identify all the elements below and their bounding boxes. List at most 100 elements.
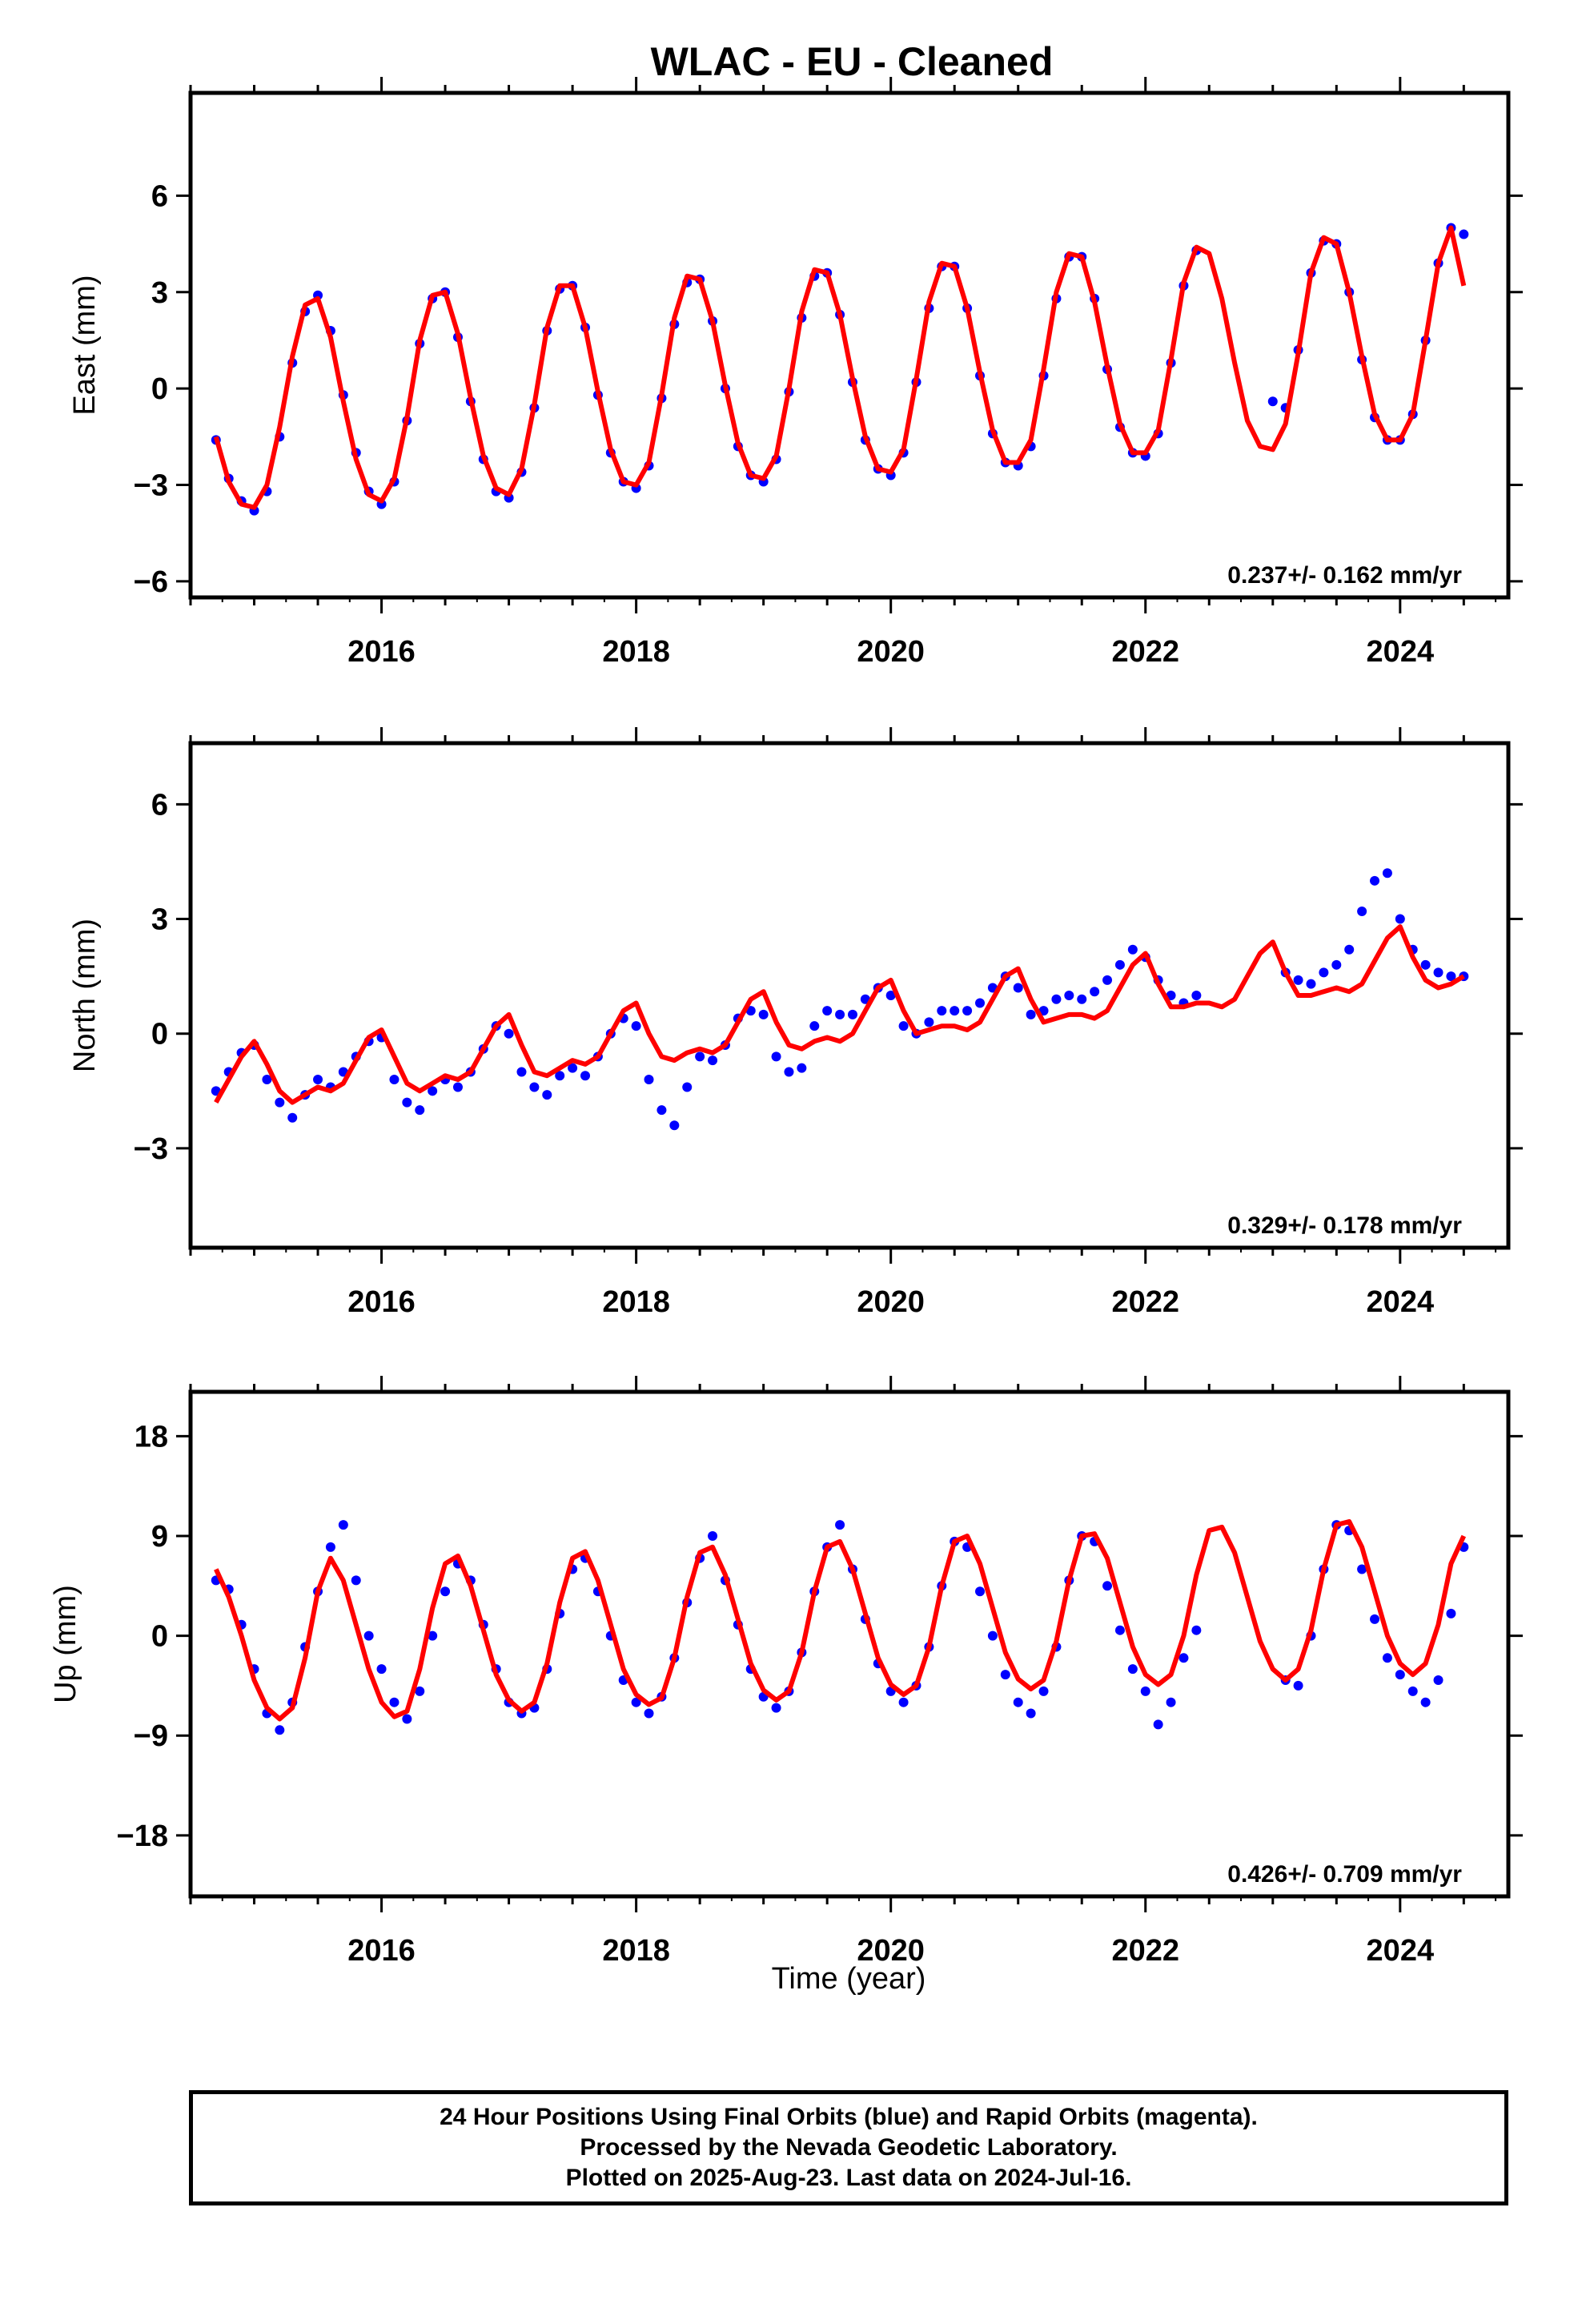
observation-point: [975, 1586, 986, 1597]
observation-point: [262, 1075, 272, 1084]
up-panel: 2016 2018 2020 2022 2024 −18 −9 0 9 18 Up (mm) 0.42…: [49, 1376, 1523, 1968]
observation-point: [937, 1006, 947, 1016]
plot-frame: [188, 741, 1511, 1250]
observation-point: [1420, 959, 1431, 970]
observation-point: [376, 1664, 387, 1675]
observation-point: [835, 1520, 845, 1530]
observation-point: [847, 1009, 857, 1019]
observation-point: [1293, 975, 1303, 985]
observation-point: [338, 1520, 348, 1530]
observation-point: [389, 1075, 400, 1084]
y-tick-label: −9: [134, 1719, 168, 1753]
observation-point: [402, 1714, 412, 1724]
observation-point: [1077, 994, 1087, 1004]
footer-info-box: 24 Hour Positions Using Final Orbits (bl…: [189, 2090, 1508, 2205]
y-axis-title: North (mm): [68, 919, 102, 1072]
observation-point: [644, 1708, 654, 1719]
observation-point: [784, 1067, 794, 1077]
observation-point: [1382, 868, 1392, 879]
observation-point: [1051, 994, 1062, 1004]
y-tick-label: 0: [151, 372, 168, 406]
observation-point: [555, 1071, 565, 1081]
footer-line-plotted: Plotted on 2025-Aug-23. Last data on 202…: [565, 2165, 1132, 2191]
observation-point: [1102, 975, 1113, 985]
observation-point: [898, 1021, 909, 1031]
y-tick-label: 3: [151, 903, 168, 937]
observation-point: [1357, 907, 1367, 916]
observation-point: [797, 1063, 807, 1073]
x-tick-label: 2020: [857, 1285, 925, 1319]
plot-frame: [188, 1389, 1511, 1899]
observation-point: [1306, 979, 1316, 989]
y-tick-label: −6: [134, 565, 168, 599]
observation-point: [1178, 1653, 1189, 1663]
observation-point: [1090, 987, 1100, 997]
observation-point: [631, 1021, 641, 1031]
observation-point: [1395, 914, 1405, 924]
velocity-rate-label: 0.329+/- 0.178 mm/yr: [1227, 1212, 1462, 1239]
velocity-rate-label: 0.237+/- 0.162 mm/yr: [1227, 562, 1462, 589]
observation-point: [656, 1105, 667, 1116]
north-panel: 2016 2018 2020 2022 2024 −3 0 3 6 North (mm) 0.329…: [68, 727, 1523, 1319]
observation-point: [1191, 1625, 1202, 1635]
x-tick-label: 2024: [1367, 635, 1435, 669]
observation-point: [1000, 1670, 1010, 1680]
observation-point: [542, 1090, 552, 1100]
observation-point: [516, 1067, 527, 1077]
observation-point: [529, 1082, 540, 1092]
plot-frame: [188, 90, 1511, 600]
velocity-rate-label: 0.426+/- 0.709 mm/yr: [1227, 1861, 1462, 1888]
observation-point: [389, 1697, 400, 1707]
y-tick-label: −18: [117, 1819, 168, 1853]
observation-point: [1102, 1581, 1113, 1591]
observation-point: [275, 1097, 285, 1108]
observation-point: [1395, 1670, 1405, 1680]
observation-point: [1446, 1608, 1456, 1618]
x-tick-label: 2024: [1367, 1285, 1435, 1319]
observation-point: [568, 1063, 578, 1073]
x-tick-label: 2022: [1111, 1934, 1179, 1968]
x-tick-label: 2016: [347, 635, 416, 669]
observation-point: [428, 1630, 438, 1641]
x-tick-label: 2022: [1111, 1285, 1179, 1319]
observation-point: [682, 1082, 693, 1092]
observation-point: [1331, 959, 1342, 970]
observation-point: [758, 1009, 769, 1019]
observation-point: [771, 1703, 781, 1713]
observation-point: [771, 1051, 781, 1062]
y-tick-label: 6: [151, 179, 168, 213]
figure-title: WLAC - EU - Cleaned: [651, 39, 1054, 84]
observation-point: [1459, 229, 1469, 239]
observation-point: [1319, 967, 1329, 978]
observation-point: [1382, 1653, 1392, 1663]
plot-area: [211, 1519, 1469, 1735]
observation-point: [835, 1009, 845, 1019]
observation-point: [580, 1071, 591, 1081]
y-tick-label: 3: [151, 276, 168, 310]
observation-point: [975, 998, 986, 1008]
observation-point: [1420, 1697, 1431, 1707]
observation-point: [1433, 1675, 1443, 1685]
observation-point: [1064, 991, 1074, 1000]
observation-point: [1114, 959, 1125, 970]
x-tick-label: 2022: [1111, 635, 1179, 669]
x-axis-title: Time (year): [772, 1962, 926, 1996]
y-tick-label: 9: [151, 1520, 168, 1554]
model-fit-line: [214, 1519, 1467, 1722]
observation-point: [631, 1697, 641, 1707]
observation-point: [1127, 944, 1138, 955]
observation-point: [924, 1017, 934, 1027]
observation-point: [504, 1028, 514, 1039]
y-tick-label: −3: [134, 469, 168, 503]
observation-point: [275, 1725, 285, 1735]
observation-point: [708, 1531, 718, 1541]
observation-point: [1407, 1686, 1418, 1696]
y-tick-label: 0: [151, 1620, 168, 1654]
observation-point: [1433, 967, 1443, 978]
x-tick-label: 2024: [1367, 1934, 1435, 1968]
x-tick-label: 2016: [347, 1934, 416, 1968]
observation-point: [1114, 1625, 1125, 1635]
observation-point: [1013, 983, 1023, 993]
observation-point: [440, 1586, 451, 1597]
observation-point: [1140, 1686, 1150, 1696]
